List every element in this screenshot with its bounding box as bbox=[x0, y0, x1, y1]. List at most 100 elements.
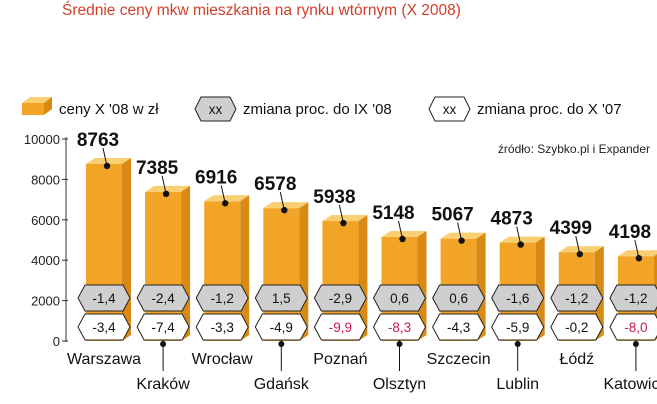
change-x07-badge bbox=[313, 313, 367, 341]
change-ix-badge bbox=[491, 284, 545, 312]
change-ix-value: -2,4 bbox=[151, 291, 175, 306]
change-x07-badge bbox=[372, 313, 427, 341]
change-ix-value: 0,6 bbox=[449, 291, 468, 306]
legend-change-ix-label: zmiana proc. do IX '08 bbox=[243, 101, 392, 118]
change-ix-badge bbox=[432, 284, 486, 312]
bar-top-face bbox=[440, 232, 486, 239]
category-label: Kraków bbox=[136, 376, 190, 393]
bar-top-face bbox=[86, 157, 131, 164]
change-x07-value: -4,3 bbox=[447, 320, 470, 335]
category-label: Poznań bbox=[313, 351, 367, 368]
category-connector-dot bbox=[396, 341, 403, 347]
bar-top-face bbox=[145, 185, 191, 192]
bar-group: 6578 1,5 -4,9 Gdańsk bbox=[254, 174, 310, 393]
bar-value-label: 8763 bbox=[77, 130, 119, 151]
change-ix-badge bbox=[254, 284, 308, 312]
y-tick-label: 0 bbox=[53, 334, 60, 349]
change-ix-value: 0,6 bbox=[390, 291, 409, 306]
category-label: Gdańsk bbox=[254, 376, 310, 393]
category-label: Warszawa bbox=[67, 351, 141, 368]
change-x07-badge bbox=[77, 313, 131, 341]
source-note: źródło: Szybko.pl i Expander bbox=[498, 142, 650, 156]
change-x07-badge bbox=[136, 313, 190, 341]
value-leader-dot bbox=[281, 206, 288, 214]
y-tick-label: 4000 bbox=[31, 253, 60, 268]
legend: ceny X '08 w zł xx zmiana proc. do IX '0… bbox=[22, 96, 622, 122]
value-leader-dot bbox=[458, 237, 465, 244]
change-x07-value: -9,9 bbox=[329, 320, 352, 335]
category-label: Katowice bbox=[603, 376, 657, 393]
change-x07-value: -0,2 bbox=[565, 320, 588, 335]
bar-top-face bbox=[204, 195, 250, 202]
change-x07-value: -8,3 bbox=[388, 320, 411, 335]
bar-value-label: 7385 bbox=[136, 158, 179, 179]
change-x07-value: -7,4 bbox=[151, 320, 175, 335]
legend-badge-x07-text: xx bbox=[443, 102, 457, 117]
change-ix-badge bbox=[550, 284, 604, 312]
change-ix-badge bbox=[372, 284, 427, 312]
bar-group: 4873 -1,6 -5,9 Lublin bbox=[491, 209, 545, 393]
change-x07-value: -5,9 bbox=[506, 320, 529, 335]
legend-badge-x07: xx bbox=[428, 96, 471, 122]
change-x07-badge bbox=[609, 313, 657, 341]
change-ix-value: -1,4 bbox=[92, 291, 116, 306]
change-ix-value: -1,6 bbox=[506, 291, 529, 306]
bar-group: 5148 0,6 -8,3 Olsztyn bbox=[372, 203, 427, 393]
value-leader-dot bbox=[576, 250, 583, 258]
bar-group: 6916 -1,2 -3,3 Wrocław bbox=[192, 167, 253, 368]
change-x07-badge bbox=[432, 313, 486, 341]
change-x07-value: -8,0 bbox=[624, 320, 647, 335]
y-tick-label: 6000 bbox=[31, 213, 60, 228]
bar-value-label: 5148 bbox=[372, 203, 414, 224]
bar-top-face bbox=[381, 231, 427, 238]
bar-value-label: 4873 bbox=[491, 209, 533, 230]
bars-group: 8763 -1,4 -3,4 Warszawa 7385 -2,4 -7,4 Kraków 69… bbox=[67, 130, 657, 393]
value-leader-dot bbox=[399, 235, 406, 243]
bar-value-label: 6916 bbox=[195, 167, 237, 188]
bar-value-label: 6578 bbox=[254, 174, 296, 195]
change-ix-value: 1,5 bbox=[272, 291, 291, 306]
value-leader-dot bbox=[517, 241, 524, 248]
change-x07-value: -3,3 bbox=[211, 320, 234, 335]
value-leader-dot bbox=[340, 219, 347, 227]
bar-value-label: 4198 bbox=[609, 222, 651, 243]
category-connector-dot bbox=[514, 341, 521, 347]
value-leader-dot bbox=[635, 255, 643, 262]
bar-top-face bbox=[558, 246, 604, 253]
legend-price-label: ceny X '08 w zł bbox=[59, 101, 159, 118]
legend-badge-ix-text: xx bbox=[209, 102, 223, 117]
category-label: Szczecin bbox=[427, 351, 491, 368]
bar-value-label: 5938 bbox=[313, 187, 355, 208]
category-connector-dot bbox=[632, 341, 639, 347]
bar-group: 5067 0,6 -4,3 Szczecin bbox=[427, 205, 491, 368]
category-label: Olsztyn bbox=[373, 376, 426, 393]
change-x07-badge bbox=[491, 313, 545, 341]
change-ix-badge bbox=[195, 284, 249, 312]
change-ix-badge bbox=[136, 284, 190, 312]
value-leader-dot bbox=[162, 190, 170, 198]
bar-top-face bbox=[499, 236, 545, 243]
bar-value-label: 5067 bbox=[431, 205, 473, 226]
legend-bar-swatch bbox=[22, 97, 52, 115]
bar-top-face bbox=[263, 202, 309, 209]
bar-group: 4399 -1,2 -0,2 Łódź bbox=[550, 218, 604, 368]
change-ix-value: -1,2 bbox=[624, 291, 647, 306]
y-tick-label: 2000 bbox=[31, 294, 60, 309]
change-x07-badge bbox=[550, 313, 604, 341]
y-axis: 0 2000 4000 6000 8000 10000 bbox=[24, 132, 68, 349]
y-tick-label: 8000 bbox=[31, 172, 60, 187]
bar-side-face bbox=[417, 231, 427, 341]
value-leader-dot bbox=[103, 162, 111, 170]
change-x07-value: -4,9 bbox=[270, 320, 293, 335]
category-connector-dot bbox=[278, 341, 285, 347]
change-x07-badge bbox=[254, 313, 308, 341]
change-x07-value: -3,4 bbox=[92, 320, 116, 335]
bar-side-face bbox=[535, 236, 545, 341]
category-label: Wrocław bbox=[192, 351, 253, 368]
legend-change-x07-label: zmiana proc. do X '07 bbox=[477, 101, 622, 118]
chart-title: Średnie ceny mkw mieszkania na rynku wtó… bbox=[62, 2, 461, 19]
bar-group: 8763 -1,4 -3,4 Warszawa bbox=[67, 130, 141, 368]
bar-top-face bbox=[322, 215, 368, 222]
category-label: Lublin bbox=[496, 376, 539, 393]
